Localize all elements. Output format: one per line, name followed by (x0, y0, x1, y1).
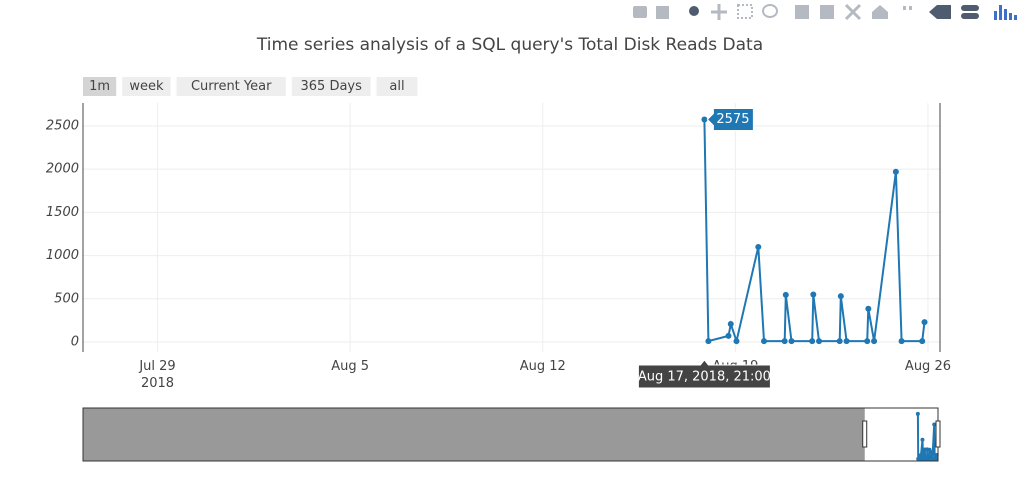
tool-icon[interactable] (929, 5, 951, 19)
hover-box (706, 108, 754, 132)
series-line-point (836, 338, 843, 345)
tool-icon[interactable] (961, 5, 979, 11)
range-button[interactable] (176, 77, 286, 96)
series-line-point (727, 321, 734, 328)
y-tick-label: 1500 (46, 205, 79, 220)
range-button[interactable] (291, 77, 371, 96)
range-button-label[interactable]: Current Year (191, 79, 272, 94)
range-button[interactable] (376, 77, 418, 96)
tool-icon[interactable] (689, 6, 699, 16)
series-line-point (837, 293, 844, 300)
mini-line-point (929, 450, 934, 455)
x-tick-label: Aug 5 (331, 359, 369, 374)
series-line-point (892, 168, 899, 175)
hover-labels: 2575 Aug 17, 2018, 21:00 (637, 108, 771, 389)
y-tick-label: 2500 (46, 118, 79, 133)
series-line-point (843, 338, 850, 345)
plotly-logo[interactable] (994, 5, 1017, 20)
series-line-point (725, 332, 732, 339)
series-line-point (788, 338, 795, 345)
range-button-label[interactable]: 1m (89, 79, 110, 94)
tool-icon[interactable] (711, 4, 727, 20)
hover-x-box (637, 359, 771, 389)
mini-line-point (932, 422, 937, 427)
slider-mask[interactable] (83, 408, 865, 461)
range-button-label[interactable]: 365 Days (301, 79, 363, 94)
tool-icon[interactable] (820, 5, 834, 19)
series-line-point (761, 338, 768, 345)
range-button[interactable] (83, 77, 117, 96)
slider-handle[interactable] (862, 420, 868, 448)
y-tick-label: 1000 (46, 248, 79, 263)
series-line-point (871, 338, 878, 345)
mini-line-point (918, 453, 923, 458)
mini-line-point (927, 447, 932, 452)
tool-icon[interactable] (656, 6, 669, 19)
toolbar[interactable] (633, 3, 1017, 21)
tool-icon[interactable] (795, 5, 809, 19)
series-line-point (898, 338, 905, 345)
tool-icon[interactable] (762, 4, 778, 18)
chart-title: Time series analysis of a SQL query's To… (256, 35, 763, 55)
series-line (703, 119, 926, 345)
mini-line-point (934, 456, 939, 461)
y-tick-label: 500 (54, 291, 79, 306)
x-tick-label: Jul 29 2018 (138, 359, 175, 391)
y-tick-label: 0 (71, 334, 79, 349)
plot-area: 0 500 1000 1500 2000 2500 Jul 29 2018 Aug 5 Aug 1… (46, 103, 951, 391)
hover-value: 2575 (716, 112, 749, 127)
range-button-label[interactable]: all (389, 79, 404, 94)
range-button-label[interactable]: week (129, 79, 164, 94)
tool-icon[interactable] (633, 6, 647, 18)
tool-icon[interactable] (909, 6, 912, 10)
tool-icon[interactable] (844, 3, 862, 21)
series-line-point (864, 338, 871, 345)
x-tick-label: Aug 26 (905, 359, 951, 374)
range-slider[interactable] (82, 407, 941, 462)
series-line-point (919, 338, 926, 345)
tool-icon[interactable] (872, 5, 888, 19)
mini-line-point (920, 437, 925, 442)
series-line-point (705, 338, 712, 345)
series-line-point (921, 319, 928, 326)
tool-icon[interactable] (961, 13, 979, 19)
range-button[interactable] (122, 77, 171, 96)
series-line-point (810, 291, 817, 298)
series-line-point (782, 291, 789, 298)
series-line-point (816, 338, 823, 345)
hover-x-label: Aug 17, 2018, 21:00 (638, 370, 771, 385)
range-selector: 1m week Current Year 365 Days all (83, 77, 418, 96)
y-tick-label: 2000 (46, 162, 79, 177)
series-line-point (781, 338, 788, 345)
mini-line-point (915, 411, 920, 416)
series-line-point (701, 116, 708, 123)
tool-icon[interactable] (737, 4, 753, 19)
slider-handle[interactable] (935, 420, 941, 448)
series-line-point (865, 305, 872, 312)
series-line-point (809, 338, 816, 345)
series-line-point (733, 338, 740, 345)
x-tick-label: Aug 12 (520, 359, 566, 374)
tool-icon[interactable] (903, 6, 906, 10)
series-line-point (755, 243, 762, 250)
